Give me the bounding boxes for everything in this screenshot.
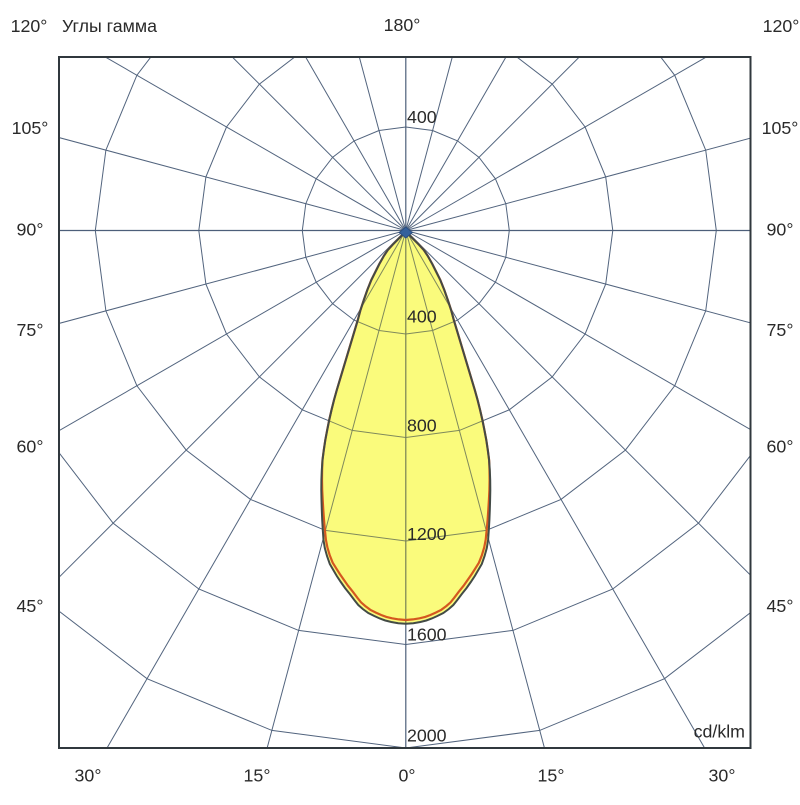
svg-text:15°: 15° — [244, 766, 271, 786]
svg-text:60°: 60° — [17, 437, 44, 457]
svg-text:400: 400 — [407, 307, 437, 327]
svg-text:120°: 120° — [11, 16, 48, 36]
svg-text:105°: 105° — [12, 118, 49, 138]
svg-text:30°: 30° — [709, 766, 736, 786]
svg-text:15°: 15° — [538, 766, 565, 786]
svg-text:180°: 180° — [384, 15, 421, 35]
svg-text:75°: 75° — [767, 320, 794, 340]
svg-text:105°: 105° — [762, 118, 799, 138]
svg-text:cd/klm: cd/klm — [694, 722, 745, 742]
svg-text:400: 400 — [407, 107, 437, 127]
svg-text:90°: 90° — [767, 220, 794, 240]
svg-text:30°: 30° — [75, 766, 102, 786]
svg-text:90°: 90° — [17, 220, 44, 240]
svg-text:2000: 2000 — [407, 726, 447, 746]
svg-text:120°: 120° — [763, 16, 800, 36]
svg-text:Углы гамма: Углы гамма — [62, 16, 157, 36]
svg-text:0°: 0° — [399, 766, 416, 786]
svg-text:45°: 45° — [17, 596, 44, 616]
svg-text:800: 800 — [407, 416, 437, 436]
svg-text:75°: 75° — [17, 320, 44, 340]
svg-text:45°: 45° — [767, 596, 794, 616]
svg-text:60°: 60° — [767, 437, 794, 457]
svg-text:1600: 1600 — [407, 625, 447, 645]
svg-text:1200: 1200 — [407, 524, 447, 544]
